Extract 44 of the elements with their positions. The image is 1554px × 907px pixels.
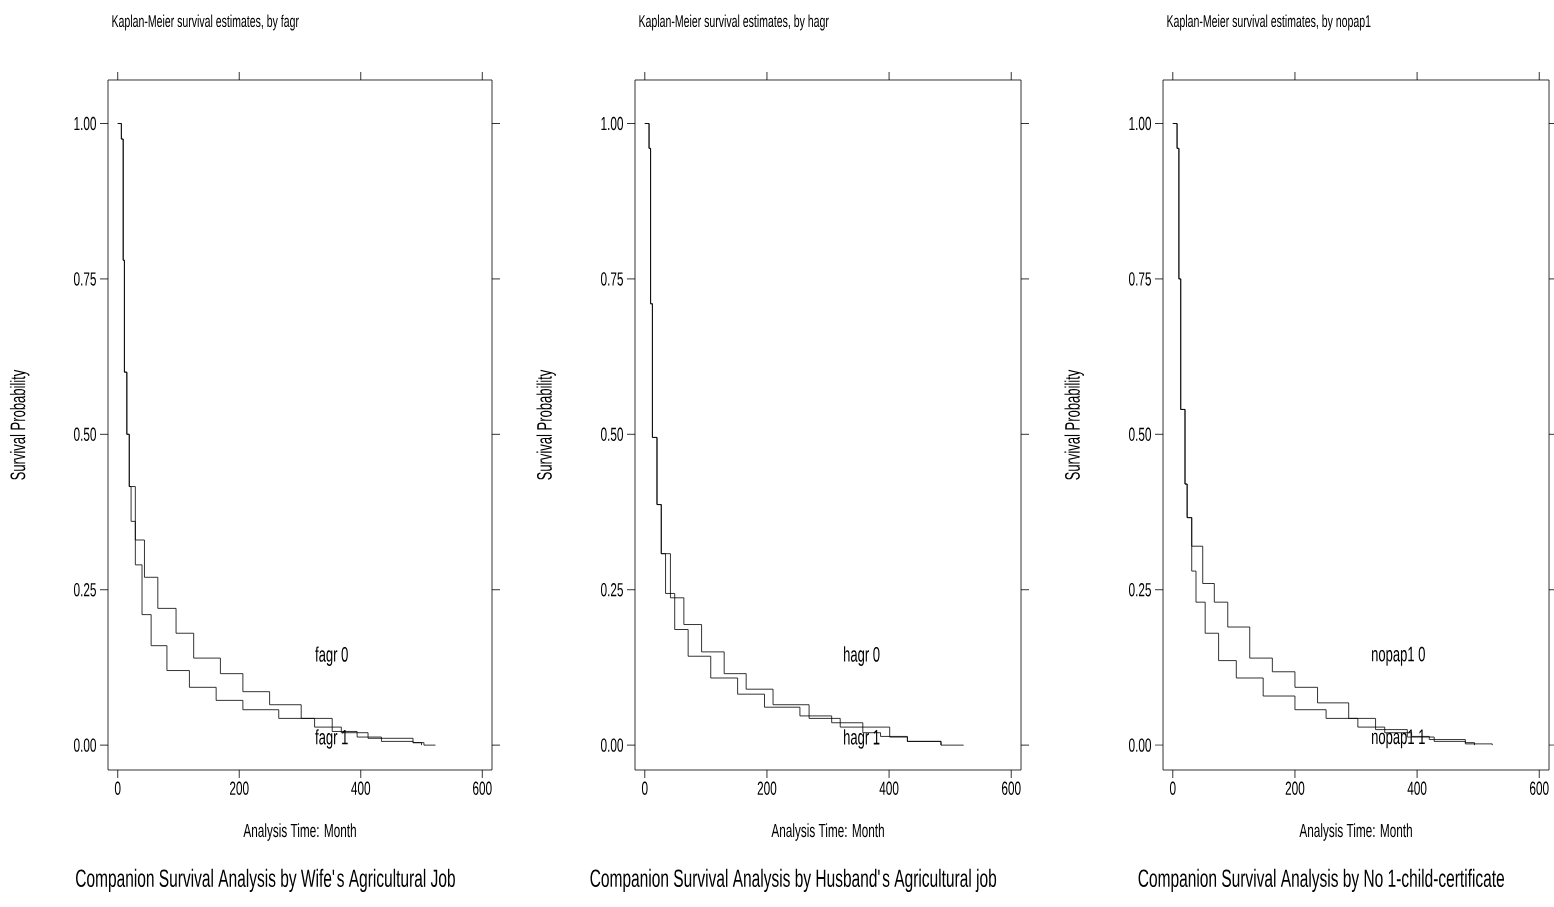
y-tick-label: 1.00	[1129, 116, 1152, 131]
x-tick-label: 600	[473, 781, 492, 795]
x-axis-title: Analysis Time: Month	[243, 823, 356, 841]
series-label: hagr 1	[844, 729, 880, 749]
text: Companion Survival Analysis by Wife's Agricultural Job	[76, 868, 455, 893]
y-tick-label: 0.50	[74, 427, 96, 442]
x-tick-label: 400	[351, 781, 371, 795]
y-tick-label: 0.50	[1129, 427, 1152, 442]
series-label: fagr 1	[315, 729, 348, 749]
y-tick-label: 0.75	[74, 272, 96, 286]
x-tick-label: 0	[641, 781, 648, 795]
x-tick-label: 600	[1002, 781, 1021, 795]
y-tick-label: 1.00	[74, 116, 96, 131]
y-axis-title: Survival Probability	[536, 369, 557, 480]
x-tick-label: 400	[1407, 781, 1427, 795]
x-axis-title: Analysis Time: Month	[771, 823, 884, 841]
x-tick-label: 200	[1285, 781, 1305, 795]
text: Companion Survival Analysis by Husband's Agricultural job	[590, 868, 997, 893]
chart-title: Kaplan-Meier survival estimates, by fagr	[112, 14, 299, 31]
chart-title: Kaplan-Meier survival estimates, by nopap1	[1167, 14, 1371, 31]
y-tick-label: 0.25	[1129, 583, 1151, 597]
y-tick-label: 0.00	[1129, 738, 1152, 752]
x-tick-label: 0	[114, 781, 121, 795]
x-tick-label: 200	[230, 781, 249, 795]
y-tick-label: 0.75	[1129, 272, 1151, 286]
x-axis-title: Analysis Time: Month	[1299, 823, 1412, 841]
x-tick-label: 400	[879, 781, 899, 795]
y-tick-label: 0.00	[601, 738, 624, 752]
x-tick-label: 200	[757, 781, 777, 795]
x-tick-label: 600	[1530, 781, 1549, 795]
y-axis-title: Survival Probability	[1064, 369, 1085, 480]
y-tick-label: 0.25	[601, 583, 623, 597]
y-tick-label: 0.25	[74, 583, 96, 597]
text: Companion Survival Analysis by No 1-child-certificate	[1138, 868, 1505, 893]
y-tick-label: 1.00	[601, 116, 624, 131]
y-axis-title: Survival Probability	[9, 369, 30, 480]
y-tick-label: 0.00	[74, 738, 96, 752]
text: hagr 0	[844, 646, 880, 666]
series-label: fagr 0	[315, 646, 348, 666]
y-tick-label: 0.75	[601, 272, 623, 286]
y-tick-label: 0.50	[601, 427, 624, 442]
chart-title: Kaplan-Meier survival estimates, by hagr	[639, 14, 829, 31]
x-tick-label: 0	[1169, 781, 1176, 795]
text: nopap1 0	[1372, 646, 1425, 666]
